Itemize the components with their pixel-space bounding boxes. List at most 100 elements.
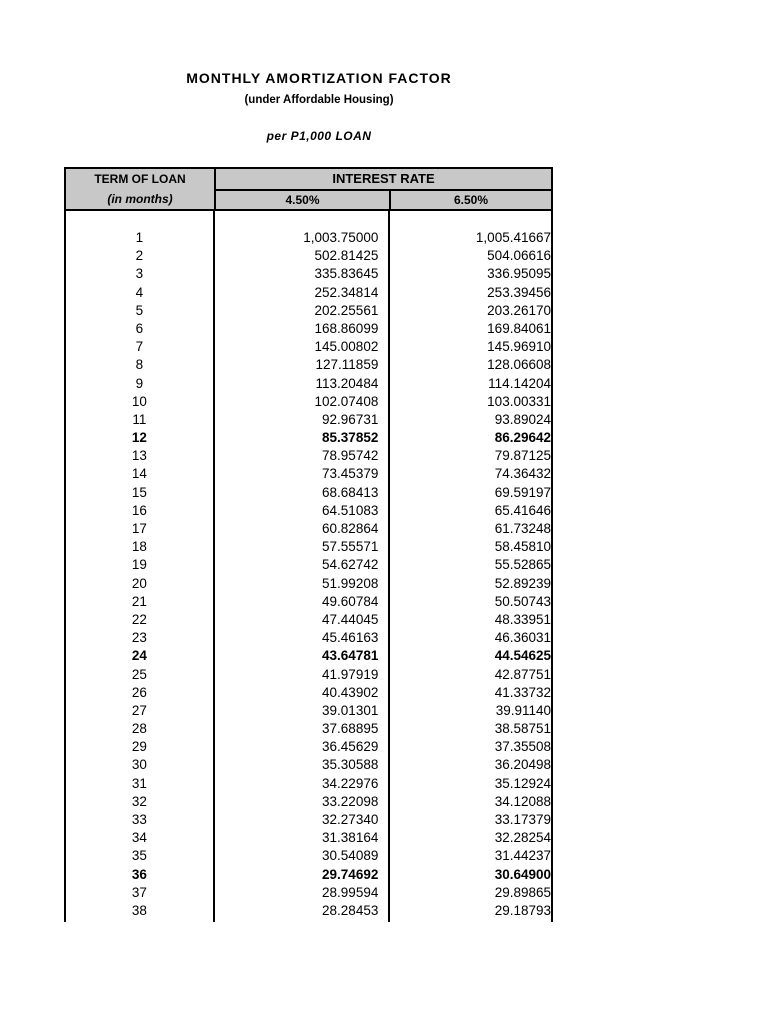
term-cell: 13 [131, 448, 147, 464]
term-cell: 16 [131, 502, 147, 518]
rate-6-50-cell: 74.36432 [494, 466, 551, 482]
table-row: 37 28.99594 29.89865 [66, 884, 551, 902]
table-row: 26 40.43902 41.33732 [66, 684, 551, 702]
term-cell: 33 [131, 812, 147, 827]
rate-4-50-cell: 43.64781 [322, 648, 379, 664]
term-cell: 14 [131, 466, 147, 482]
rate-4-50-cell: 78.95742 [322, 448, 379, 464]
term-cell: 9 [135, 375, 144, 391]
rate-6-50-cell: 34.12088 [494, 793, 551, 809]
table-row: 13 78.95742 79.87125 [66, 447, 551, 465]
rate-4-50-cell: 127.11859 [315, 357, 379, 373]
rate-4-50-cell: 41.97919 [322, 666, 379, 682]
rate-4-50-cell: 145.00802 [314, 339, 379, 355]
rate-4-50-cell: 33.22098 [322, 793, 379, 809]
table-row: 38 28.28453 29.18793 [66, 902, 551, 920]
rate-6-50-cell: 44.54625 [494, 648, 551, 664]
table-row: 23 45.46163 46.36031 [66, 629, 551, 647]
table-row: 27 39.01301 39.91140 [66, 702, 551, 720]
rate-4-50-cell: 30.54089 [322, 848, 379, 864]
amortization-table: TERM OF LOAN (in months) INTEREST RATE 4… [64, 167, 553, 922]
rate-6-50-cell: 55.52865 [494, 557, 551, 573]
rate-4-50-cell: 28.99594 [322, 884, 379, 900]
rate-6-50-cell: 35.12924 [494, 775, 551, 791]
table-row: 36 29.74692 30.64900 [66, 866, 551, 884]
table-row: 24 43.64781 44.54625 [66, 647, 551, 665]
rate-6-50-cell: 39.91140 [495, 702, 551, 718]
interest-rate-header: INTEREST RATE [216, 169, 551, 191]
rate-4-50-cell: 47.44045 [322, 611, 379, 627]
rate-4-50-cell: 36.45629 [322, 739, 379, 755]
rate-4-50-cell: 39.01301 [322, 702, 379, 718]
rate-4-50-cell: 34.22976 [322, 775, 379, 791]
table-row: 6 168.86099 169.84061 [66, 320, 551, 338]
rate-4-50-cell: 64.51083 [322, 502, 379, 518]
term-cell: 8 [135, 357, 144, 373]
term-cell: 29 [131, 739, 147, 755]
term-cell: 1 [135, 230, 144, 245]
rate-6-50-cell: 65.41646 [494, 502, 551, 518]
term-cell: 15 [131, 484, 147, 500]
table-row: 1 1,003.75000 1,005.41667 [66, 229, 551, 247]
term-header-unit: (in months) [107, 192, 173, 206]
term-cell: 23 [131, 630, 147, 646]
table-row: 32 33.22098 34.12088 [66, 793, 551, 811]
term-cell: 37 [131, 884, 147, 900]
term-cell: 27 [131, 702, 147, 718]
rate-6-50-cell: 31.44237 [494, 848, 551, 864]
rate-4-50-cell: 73.45379 [322, 466, 379, 482]
table-row: 2 502.81425 504.06616 [66, 247, 551, 265]
rate-6-50-cell: 41.33732 [494, 684, 551, 700]
rate-4-50-cell: 335.83645 [314, 266, 379, 282]
rate-column-header: 4.50% [216, 191, 391, 209]
table-row: 19 54.62742 55.52865 [66, 556, 551, 574]
rate-6-50-cell: 42.87751 [494, 666, 551, 682]
term-cell: 12 [131, 430, 147, 446]
rate-4-50-cell: 252.34814 [314, 284, 379, 300]
table-row: 4 252.34814 253.39456 [66, 284, 551, 302]
rate-6-50-cell: 336.95095 [487, 266, 551, 282]
term-cell: 20 [131, 575, 147, 591]
term-cell: 28 [131, 721, 147, 737]
rate-4-50-cell: 54.62742 [322, 557, 379, 573]
rate-4-50-cell: 57.55571 [322, 539, 379, 555]
rate-4-50-cell: 32.27340 [322, 812, 379, 827]
rate-6-50-cell: 29.89865 [494, 884, 551, 900]
rate-4-50-cell: 1,003.75000 [303, 230, 379, 245]
rate-4-50-cell: 51.99208 [322, 575, 379, 591]
rate-6-50-cell: 145.96910 [487, 339, 551, 355]
rate-6-50-cell: 69.59197 [494, 484, 551, 500]
rate-6-50-cell: 93.89024 [494, 411, 551, 427]
rate-4-50-cell: 29.74692 [322, 866, 379, 882]
table-row: 16 64.51083 65.41646 [66, 502, 551, 520]
term-cell: 24 [131, 648, 147, 664]
rate-6-50-cell: 36.20498 [494, 757, 551, 773]
table-row: 29 36.45629 37.35508 [66, 738, 551, 756]
term-cell: 34 [131, 830, 147, 846]
term-cell: 19 [131, 557, 147, 573]
rate-4-50-cell: 92.96731 [322, 411, 379, 427]
rate-6-50-cell: 37.35508 [494, 739, 551, 755]
rate-6-50-cell: 1,005.41667 [475, 230, 551, 245]
rate-4-50-cell: 68.68413 [322, 484, 379, 500]
document-subtitle: (under Affordable Housing) [244, 94, 394, 106]
term-cell: 30 [131, 757, 147, 773]
table-row: 20 51.99208 52.89239 [66, 575, 551, 593]
table-row: 5 202.25561 203.26170 [66, 302, 551, 320]
rate-6-50-cell: 58.45810 [494, 539, 551, 555]
table-row: 22 47.44045 48.33951 [66, 611, 551, 629]
table-row: 21 49.60784 50.50743 [66, 593, 551, 611]
term-cell: 6 [135, 320, 144, 336]
term-cell: 3 [135, 266, 144, 282]
rate-6-50-cell: 79.87125 [494, 448, 551, 464]
loan-basis: per P1,000 LOAN [266, 129, 372, 143]
rate-4-50-cell: 85.37852 [322, 430, 379, 446]
rate-6-50-cell: 50.50743 [494, 593, 551, 609]
term-cell: 17 [131, 521, 147, 536]
rate-4-50-cell: 102.07408 [314, 393, 379, 409]
table-row: 7 145.00802 145.96910 [66, 338, 551, 356]
table-row: 28 37.68895 38.58751 [66, 720, 551, 738]
rate-6-50-cell: 504.06616 [487, 248, 551, 264]
rate-4-50-cell: 40.43902 [322, 684, 379, 700]
term-cell: 11 [132, 411, 147, 427]
